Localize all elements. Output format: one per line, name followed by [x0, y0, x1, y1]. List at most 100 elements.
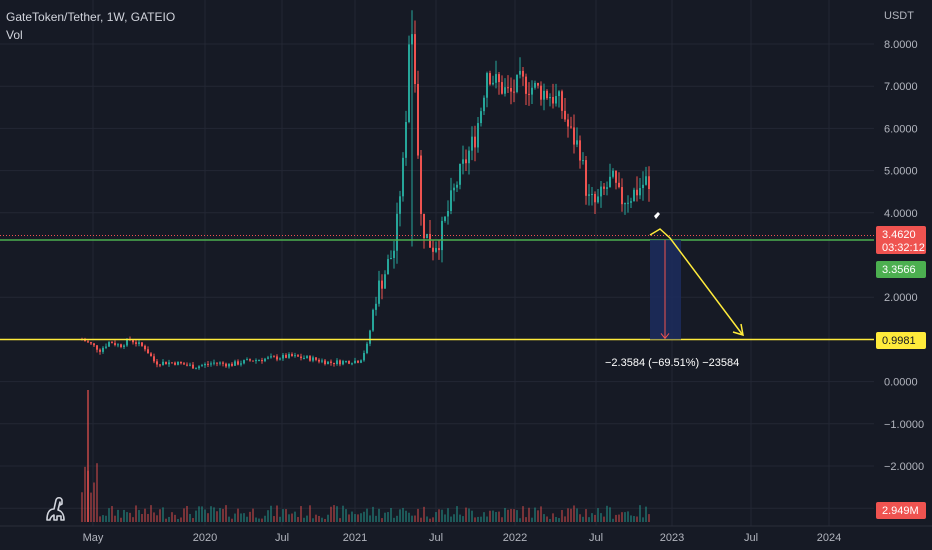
candle-body [462, 159, 464, 164]
volume-bar [372, 506, 374, 522]
volume-bar [336, 506, 338, 522]
candle-body [159, 364, 161, 366]
volume-bar [120, 517, 122, 522]
volume-bar [615, 514, 617, 522]
candle-body [249, 359, 251, 361]
volume-bar [537, 510, 539, 522]
candle-body [243, 360, 245, 364]
candle-body [372, 309, 374, 331]
volume-bar [201, 506, 203, 522]
volume-bar [645, 506, 647, 522]
volume-bar [123, 509, 125, 522]
candle-body [312, 357, 314, 361]
volume-bar [108, 508, 110, 522]
volume-bar [276, 505, 278, 522]
volume-bar [612, 518, 614, 522]
candle-body [150, 353, 152, 357]
volume-bar [423, 506, 425, 522]
x-tick-label: 2020 [193, 532, 217, 544]
candle-body [555, 96, 557, 104]
tradingview-logo-icon[interactable] [42, 494, 72, 524]
volume-bar [519, 518, 521, 522]
candle-body [381, 280, 383, 289]
volume-value-tag [876, 502, 926, 519]
volume-bar [261, 518, 263, 522]
candle-body [102, 347, 104, 352]
candle-body [309, 356, 311, 361]
candle-body [225, 363, 227, 367]
candle-body [279, 358, 281, 360]
green-level-tag-text: 3.3566 [882, 264, 916, 276]
candle-body [495, 74, 497, 83]
volume-bar [468, 508, 470, 522]
candle-body [180, 361, 182, 364]
volume-bar [318, 515, 320, 522]
volume-bar [174, 514, 176, 522]
candle-body [474, 136, 476, 148]
y-tick-label: 2.0000 [884, 292, 918, 304]
volume-bar [456, 506, 458, 522]
volume-bar [192, 518, 194, 522]
candle-body [429, 233, 431, 248]
volume-bar [240, 513, 242, 522]
volume-indicator-label[interactable]: Vol [6, 28, 23, 42]
volume-bar [237, 508, 239, 522]
candle-body [105, 346, 107, 348]
candle-body [432, 247, 434, 252]
volume-bar [633, 516, 635, 522]
candle-body [564, 110, 566, 120]
candle-body [363, 353, 365, 361]
candle-body [414, 34, 416, 85]
volume-bar [96, 463, 98, 522]
volume-bar [156, 515, 158, 522]
candle-body [357, 360, 359, 363]
symbol-title[interactable]: GateToken/Tether, 1W, GATEIO [6, 10, 176, 24]
volume-bar [477, 516, 479, 522]
candle-body [255, 360, 257, 362]
candle-body [87, 341, 89, 343]
candle-body [600, 186, 602, 197]
volume-bar [648, 514, 650, 522]
volume-bar [207, 513, 209, 522]
volume-bar [243, 513, 245, 522]
candle-body [174, 362, 176, 365]
volume-bar [531, 517, 533, 522]
candle-body [537, 82, 539, 86]
candle-body [315, 357, 317, 360]
candle-body [258, 360, 260, 362]
drawings: −2.3584 (−69.51%) −23584 [0, 212, 874, 369]
candle-body [549, 97, 551, 99]
candle-body [489, 73, 491, 85]
volume-bar [597, 508, 599, 522]
candle-body [444, 216, 446, 221]
candle-body [534, 82, 536, 88]
candle-body [270, 356, 272, 358]
volume-bar [111, 506, 113, 522]
candle-body [633, 189, 635, 202]
candle-body [369, 330, 371, 344]
volume-bar [273, 516, 275, 522]
volume-bar [378, 508, 380, 522]
candle-body [156, 361, 158, 365]
candle-body [573, 127, 575, 145]
volume-bar [351, 511, 353, 522]
candle-body [375, 303, 377, 310]
candle-body [177, 361, 179, 365]
volume-bar [267, 510, 269, 522]
volume-bar [609, 507, 611, 522]
volume-bar [333, 505, 335, 522]
volume-bar [363, 511, 365, 522]
volume-bar [381, 518, 383, 522]
candle-body [306, 356, 308, 359]
candle-body [582, 160, 584, 162]
volume-bar [399, 509, 401, 522]
candle-body [477, 123, 479, 148]
candle-body [522, 70, 524, 77]
volume-bar [435, 512, 437, 522]
volume-bar [528, 507, 530, 522]
candle-body [519, 70, 521, 75]
volume-bar [621, 512, 623, 522]
x-tick-label: May [83, 532, 104, 544]
candle-body [147, 349, 149, 354]
